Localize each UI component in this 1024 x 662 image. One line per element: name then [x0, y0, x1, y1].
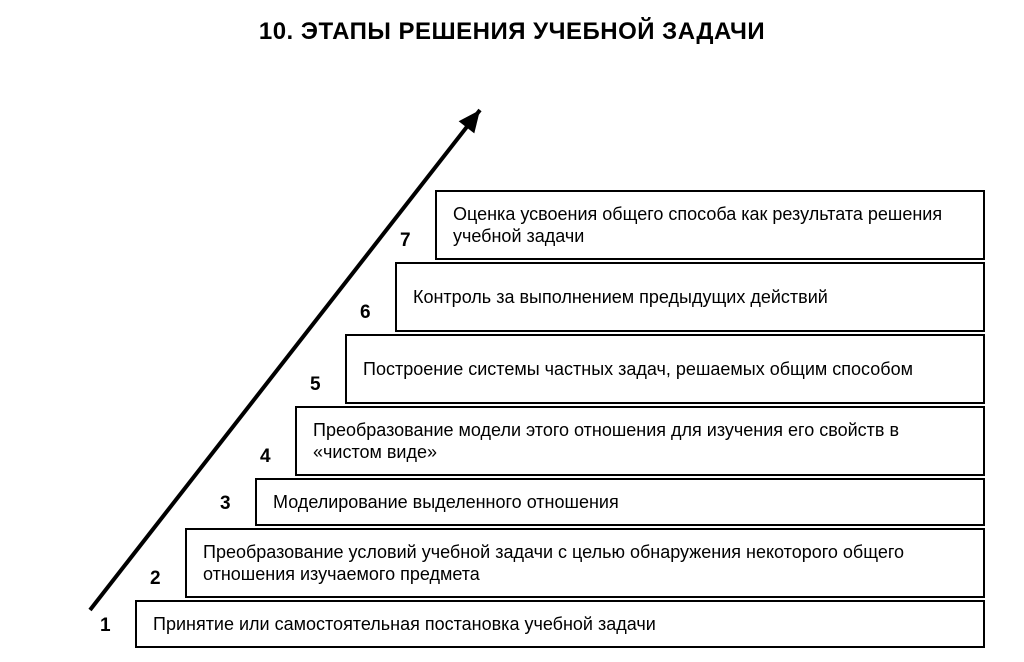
page-title: 10. ЭТАПЫ РЕШЕНИЯ УЧЕБНОЙ ЗАДАЧИ: [0, 18, 1024, 46]
step-text: Контроль за выполнением предыдущих дейст…: [413, 286, 828, 309]
step-text: Принятие или самостоятельная постановка …: [153, 613, 656, 636]
step-number-1: 1: [100, 615, 111, 637]
step-box-7: Оценка усвоения общего способа как резул…: [435, 190, 985, 260]
step-text: Построение системы частных задач, решаем…: [363, 358, 913, 381]
step-number-7: 7: [400, 230, 411, 252]
step-number-5: 5: [310, 374, 321, 396]
step-box-4: Преобразование модели этого отношения дл…: [295, 406, 985, 476]
step-text: Преобразование модели этого отношения дл…: [313, 419, 967, 464]
step-box-5: Построение системы частных задач, решаем…: [345, 334, 985, 404]
step-box-1: Принятие или самостоятельная постановка …: [135, 600, 985, 648]
step-box-2: Преобразование условий учебной задачи с …: [185, 528, 985, 598]
step-number-6: 6: [360, 302, 371, 324]
step-box-3: Моделирование выделенного отношения: [255, 478, 985, 526]
step-number-4: 4: [260, 446, 271, 468]
step-number-3: 3: [220, 493, 231, 515]
step-number-2: 2: [150, 568, 161, 590]
step-text: Преобразование условий учебной задачи с …: [203, 541, 967, 586]
step-box-6: Контроль за выполнением предыдущих дейст…: [395, 262, 985, 332]
step-text: Оценка усвоения общего способа как резул…: [453, 203, 967, 248]
step-text: Моделирование выделенного отношения: [273, 491, 619, 514]
